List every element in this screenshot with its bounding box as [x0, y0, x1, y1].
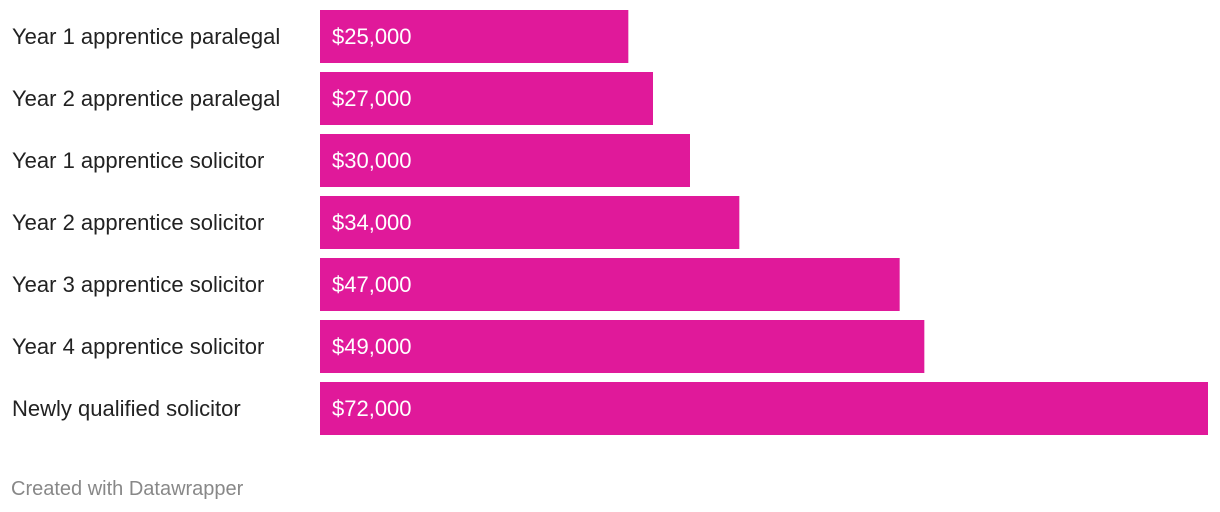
value-label: $27,000 [332, 86, 412, 111]
bar [320, 10, 629, 63]
bar [320, 134, 690, 187]
category-label: Year 4 apprentice solicitor [12, 334, 264, 359]
bar [320, 72, 653, 125]
bar [320, 320, 925, 373]
value-label: $30,000 [332, 148, 412, 173]
category-label: Year 2 apprentice solicitor [12, 210, 264, 235]
value-label: $25,000 [332, 24, 412, 49]
category-label: Year 3 apprentice solicitor [12, 272, 264, 297]
bar [320, 382, 1208, 435]
bar [320, 258, 900, 311]
category-label: Year 2 apprentice paralegal [12, 86, 280, 111]
category-label: Newly qualified solicitor [12, 396, 241, 421]
value-label: $34,000 [332, 210, 412, 235]
bar [320, 196, 740, 249]
category-label: Year 1 apprentice paralegal [12, 24, 280, 49]
value-label: $72,000 [332, 396, 412, 421]
value-label: $47,000 [332, 272, 412, 297]
credit: Created with Datawrapper [11, 478, 244, 500]
category-label: Year 1 apprentice solicitor [12, 148, 264, 173]
value-label: $49,000 [332, 334, 412, 359]
